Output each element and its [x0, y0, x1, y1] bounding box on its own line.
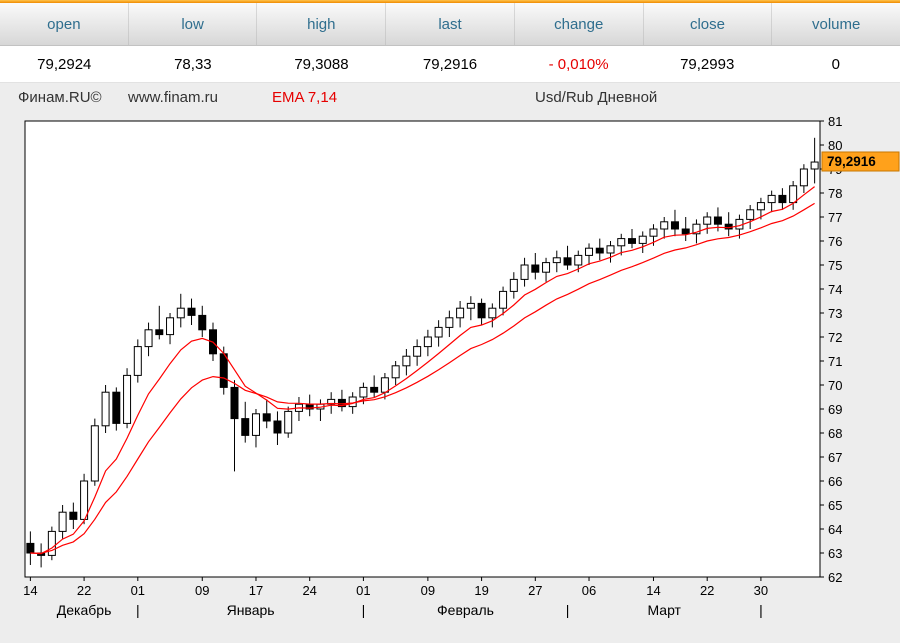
- svg-text:Январь: Январь: [227, 602, 275, 618]
- svg-text:63: 63: [828, 546, 842, 561]
- site-link[interactable]: www.finam.ru: [128, 89, 219, 106]
- brand-label: Финам.RU©: [18, 89, 102, 106]
- quote-value-close: 79,2993: [680, 55, 735, 73]
- svg-text:22: 22: [77, 583, 91, 598]
- svg-text:69: 69: [828, 402, 842, 417]
- quote-col-header-low: low: [129, 3, 258, 45]
- svg-text:81: 81: [828, 114, 842, 129]
- svg-text:66: 66: [828, 474, 842, 489]
- svg-text:Февраль: Февраль: [437, 602, 494, 618]
- svg-text:62: 62: [828, 570, 842, 585]
- svg-text:06: 06: [582, 583, 596, 598]
- quote-col-header-last: last: [386, 3, 515, 45]
- svg-text:67: 67: [828, 450, 842, 465]
- ema-legend: EMA 7,14: [272, 89, 338, 106]
- svg-text:74: 74: [828, 282, 842, 297]
- svg-text:70: 70: [828, 378, 842, 393]
- svg-text:Декабрь: Декабрь: [57, 602, 112, 618]
- svg-text:17: 17: [249, 583, 263, 598]
- svg-text:Март: Март: [647, 602, 681, 618]
- quote-value-last: 79,2916: [422, 55, 478, 73]
- quote-values-row: 79,2924 78,33 79,3088 79,2916 - 0,010% 79,299…: [0, 46, 900, 83]
- svg-text:|: |: [362, 602, 366, 618]
- svg-text:30: 30: [754, 583, 768, 598]
- svg-text:80: 80: [828, 138, 842, 153]
- quote-value-open: 79,2924: [37, 55, 92, 73]
- svg-text:27: 27: [528, 583, 542, 598]
- quote-col-header-open: open: [0, 3, 129, 45]
- svg-text:64: 64: [828, 522, 842, 537]
- quote-value-change: - 0,010%: [548, 55, 609, 73]
- quote-col-header-volume: volume: [811, 15, 861, 33]
- svg-text:01: 01: [131, 583, 145, 598]
- price-chart-canvas[interactable]: 6263646566676869707172737475767778798081…: [0, 113, 900, 643]
- svg-text:22: 22: [700, 583, 714, 598]
- svg-text:65: 65: [828, 498, 842, 513]
- svg-text:75: 75: [828, 258, 842, 273]
- svg-text:09: 09: [421, 583, 435, 598]
- svg-text:|: |: [566, 602, 570, 618]
- quote-col-header-high: high: [257, 3, 387, 45]
- svg-text:73: 73: [828, 306, 842, 321]
- svg-text:78: 78: [828, 186, 842, 201]
- instrument-title: Usd/Rub Дневной: [535, 89, 658, 106]
- chart-title-row: Финам.RU© www.finam.ru EMA 7,14 Usd/Rub …: [0, 83, 900, 113]
- svg-text:24: 24: [302, 583, 316, 598]
- svg-text:71: 71: [828, 354, 842, 369]
- svg-text:77: 77: [828, 210, 842, 225]
- chart-region: Финам.RU© www.finam.ru EMA 7,14 Usd/Rub …: [0, 83, 900, 643]
- quote-col-header-change: change: [515, 3, 644, 45]
- quote-header-row: open low high last change close volume: [0, 3, 900, 46]
- top-accent-bar: [0, 0, 900, 3]
- svg-text:19: 19: [474, 583, 488, 598]
- svg-text:01: 01: [356, 583, 370, 598]
- svg-text:72: 72: [828, 330, 842, 345]
- quote-value-high: 79,3088: [294, 55, 349, 73]
- svg-text:14: 14: [646, 583, 660, 598]
- quote-value-low: 78,33: [174, 55, 212, 73]
- svg-text:68: 68: [828, 426, 842, 441]
- svg-text:79,2916: 79,2916: [827, 154, 876, 169]
- quote-value-volume: 0: [831, 55, 840, 73]
- svg-text:|: |: [136, 602, 140, 618]
- svg-text:14: 14: [23, 583, 37, 598]
- quote-col-header-close: close: [644, 3, 773, 45]
- svg-text:|: |: [759, 602, 763, 618]
- svg-text:09: 09: [195, 583, 209, 598]
- svg-text:76: 76: [828, 234, 842, 249]
